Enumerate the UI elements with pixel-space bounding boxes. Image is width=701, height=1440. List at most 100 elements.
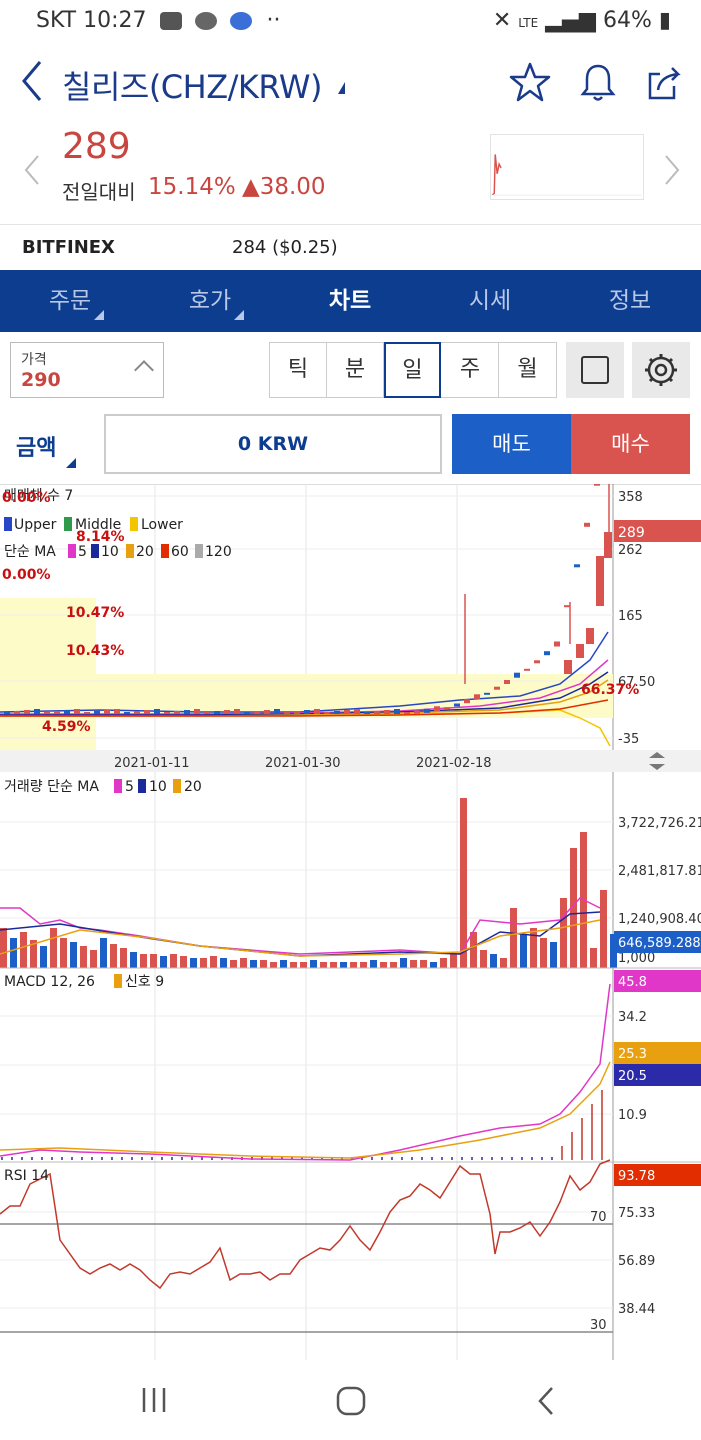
volume-bar [180,956,187,968]
volume-bar [0,928,7,968]
volume-bar [420,960,427,968]
talk-icon [194,12,217,30]
settings-gear-icon[interactable] [632,342,690,398]
nav-back-icon[interactable] [534,1384,560,1418]
chart-area[interactable]: 289 358 262 165 67.50 -35 매매체 수 7 Upper … [0,484,701,1360]
sell-button[interactable]: 매도 [452,414,571,474]
volume-bar [240,958,247,968]
price-candle [544,651,550,656]
period-minute-button[interactable]: 분 [327,343,384,397]
price-y-tick: 262 [618,543,643,558]
ma-120-label: 120 [205,544,232,560]
signal-tag [614,1042,701,1064]
ma-10-label: 10 [101,544,119,560]
volume-bar [470,932,477,968]
price-candle [194,709,200,714]
price-candle [586,628,594,644]
volume-y-tick: 1,000 [618,951,655,966]
price-y-tick: 165 [618,609,643,624]
volume-panel: 거래량 단순 MA 5 10 20 3,722,726.216 2,481,81… [0,779,701,968]
period-day-button[interactable]: 일 [384,342,441,398]
price-candle [154,709,160,714]
volume-bar [280,960,287,968]
next-arrow-icon[interactable] [660,152,684,188]
price-candle [24,710,30,714]
recent-apps-icon[interactable] [136,1384,172,1416]
volume-bar [70,942,77,968]
tab-bar: 주문 호가 차트 시세 정보 [0,270,701,332]
price-candle [576,644,584,658]
price-candle [314,709,320,714]
amount-type-label[interactable]: 금액 [16,436,57,461]
volume-bar [540,938,547,968]
volume-bar [460,798,467,968]
volume-bar [410,960,417,968]
volume-bar [390,962,397,968]
pct-label: 0.00% [2,490,51,506]
vol-ma-20-label: 20 [184,779,202,795]
x-axis-date: 2021-01-30 [265,756,341,771]
x-axis-date: 2021-02-18 [416,756,492,771]
price-candle [144,710,150,714]
rsi-y-tick: 75.33 [618,1206,655,1221]
prev-arrow-icon[interactable] [20,152,44,188]
status-right: ✕ LTE ▂▄▆ 64% ▮ [493,8,671,33]
back-icon[interactable] [16,58,52,104]
vol-ma-10-label: 10 [149,779,167,795]
fullscreen-button[interactable] [566,342,624,398]
home-icon[interactable] [334,1384,368,1418]
period-week-button[interactable]: 주 [442,343,499,397]
time-label: 10:27 [83,8,147,33]
ma-5-label: 5 [78,544,87,560]
tab-chart[interactable]: 차트 [280,270,420,332]
price-type-select[interactable]: 가격 290 [10,342,164,398]
volume-bar [320,962,327,968]
panel-resize-icon[interactable] [649,752,665,770]
tab-order[interactable]: 주문 [0,270,140,332]
macd-panel-title: MACD 12, 26 [4,974,95,990]
price-candle [234,709,240,714]
pct-label: 66.37% [581,682,639,698]
app-icon [229,12,252,30]
price-candle [334,711,340,714]
price-type-value: 290 [21,369,61,391]
pct-label: 10.47% [66,605,124,621]
volume-bar [130,952,137,968]
title-caret-icon[interactable] [338,82,345,94]
price-candle [424,708,430,713]
volume-bar [310,960,317,968]
volume-bar [370,960,377,968]
mini-chart [490,134,644,200]
tab-chart-label: 차트 [328,288,372,314]
price-candle [524,668,530,671]
period-tick-button[interactable]: 틱 [270,343,327,397]
share-icon[interactable] [644,60,688,104]
tab-orderbook[interactable]: 호가 [140,270,280,332]
volume-bar [480,950,487,968]
tab-info[interactable]: 정보 [560,270,700,332]
volume-bar [440,958,447,968]
buy-button[interactable]: 매수 [571,414,690,474]
rsi-level-label: 30 [590,1318,607,1333]
volume-bar [450,954,457,968]
period-month-button[interactable]: 월 [517,357,538,382]
tab-quote[interactable]: 시세 [420,270,560,332]
price-y-tick: 67.50 [618,675,655,690]
amount-type-dropdown-icon[interactable] [66,458,76,468]
price-candle [584,522,590,527]
price-candle [164,712,170,714]
price-candle [414,710,420,714]
star-icon[interactable] [508,60,552,104]
pct-label: 0.00% [2,567,51,583]
price-candle [4,712,10,714]
price-candle [114,709,120,714]
bell-icon[interactable] [576,60,620,104]
price-candle [54,711,60,714]
amount-input[interactable]: 0 KRW [104,414,442,474]
volume-bar [330,962,337,968]
bb-upper-label: Upper [14,517,57,533]
macd-y-tick: 34.2 [618,1010,647,1025]
page-title[interactable]: 칠리즈(CHZ/KRW) [62,68,322,106]
exchange-row: BITFINEX 284 ($0.25) [0,224,701,270]
volume-bar [210,956,217,968]
